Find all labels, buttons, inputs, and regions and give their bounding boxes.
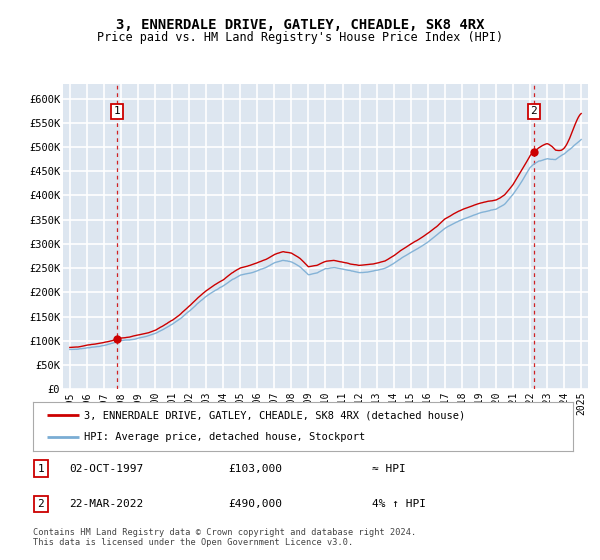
Text: Contains HM Land Registry data © Crown copyright and database right 2024.
This d: Contains HM Land Registry data © Crown c… — [33, 528, 416, 547]
Text: 4% ↑ HPI: 4% ↑ HPI — [372, 499, 426, 509]
Text: 1: 1 — [37, 464, 44, 474]
Text: 22-MAR-2022: 22-MAR-2022 — [69, 499, 143, 509]
Text: 3, ENNERDALE DRIVE, GATLEY, CHEADLE, SK8 4RX: 3, ENNERDALE DRIVE, GATLEY, CHEADLE, SK8… — [116, 18, 484, 32]
Text: 2: 2 — [37, 499, 44, 509]
Text: 3, ENNERDALE DRIVE, GATLEY, CHEADLE, SK8 4RX (detached house): 3, ENNERDALE DRIVE, GATLEY, CHEADLE, SK8… — [84, 410, 466, 421]
Text: ≈ HPI: ≈ HPI — [372, 464, 406, 474]
Text: 1: 1 — [113, 106, 120, 116]
Text: HPI: Average price, detached house, Stockport: HPI: Average price, detached house, Stoc… — [84, 432, 365, 442]
Text: £490,000: £490,000 — [228, 499, 282, 509]
Text: 02-OCT-1997: 02-OCT-1997 — [69, 464, 143, 474]
Text: Price paid vs. HM Land Registry's House Price Index (HPI): Price paid vs. HM Land Registry's House … — [97, 31, 503, 44]
Text: £103,000: £103,000 — [228, 464, 282, 474]
Text: 2: 2 — [530, 106, 537, 116]
